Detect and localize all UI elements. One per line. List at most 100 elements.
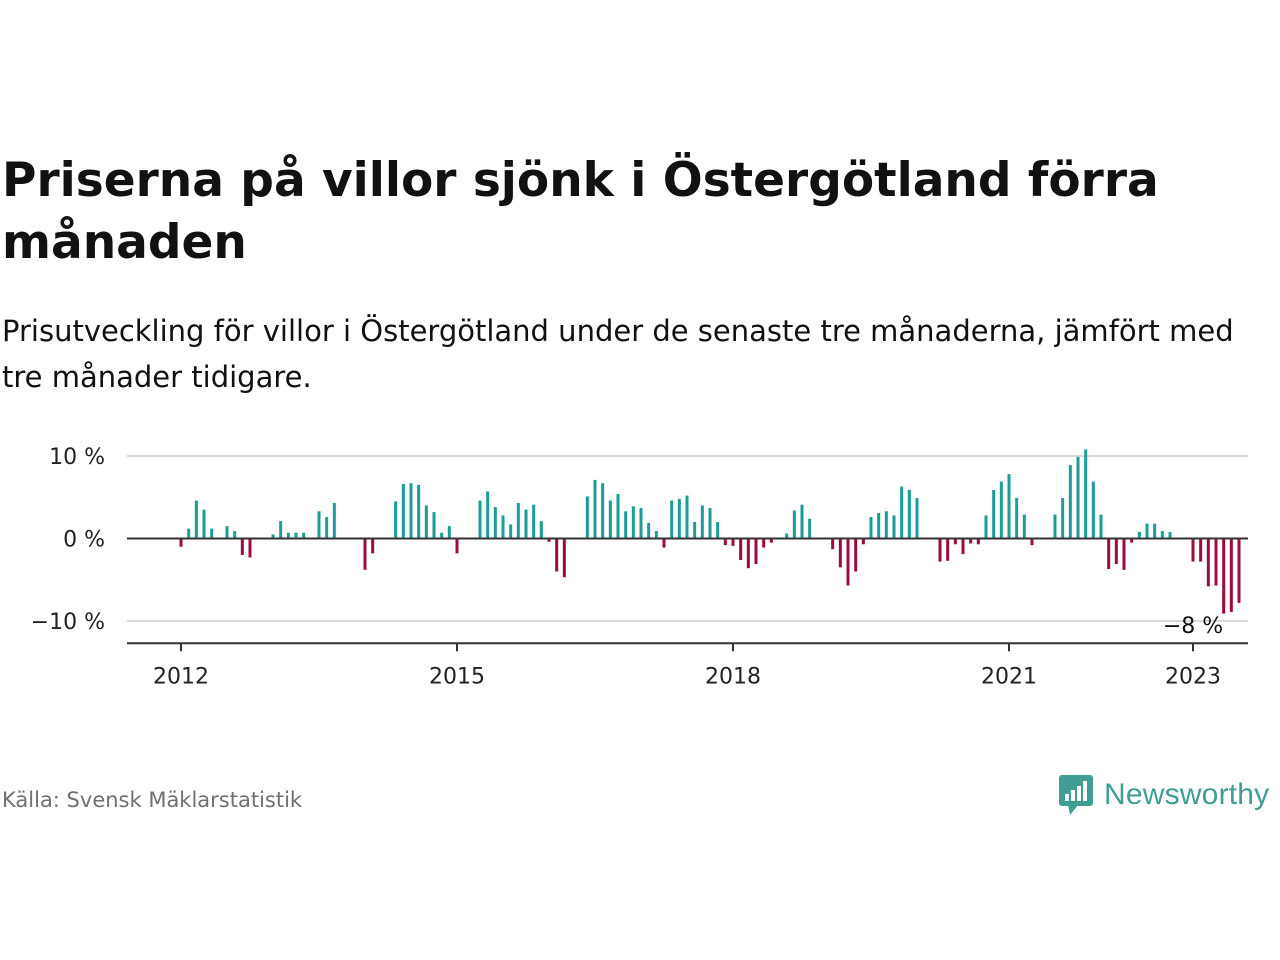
bar [302, 532, 306, 539]
bar [371, 538, 375, 554]
bar [808, 518, 812, 539]
bar [1030, 538, 1034, 546]
x-tick-label: 2015 [429, 664, 485, 689]
bar [1099, 514, 1103, 539]
bar [539, 521, 543, 539]
bar [516, 503, 520, 539]
bar [601, 483, 605, 539]
bar [754, 538, 758, 565]
bar [1076, 456, 1080, 539]
bar [1114, 538, 1118, 565]
bar [562, 538, 566, 578]
bar [647, 522, 651, 539]
bar [1015, 498, 1019, 539]
bar [999, 481, 1003, 539]
x-tick-label: 2023 [1165, 664, 1221, 689]
annotation-label: −8 % [1163, 614, 1223, 639]
bar [294, 532, 298, 539]
bar [915, 498, 919, 539]
bar [1160, 531, 1164, 539]
bar [846, 538, 850, 586]
bar [961, 538, 965, 555]
bar [700, 505, 704, 539]
bar [877, 512, 881, 539]
bar [317, 511, 321, 539]
bar [1122, 538, 1126, 570]
bar [501, 515, 505, 539]
bar [417, 484, 421, 539]
bar [938, 538, 942, 562]
bar [654, 531, 658, 539]
bar [685, 495, 689, 539]
bar [731, 538, 735, 546]
bar [976, 538, 980, 545]
bar [746, 538, 750, 569]
bar [969, 538, 973, 544]
bar [984, 515, 988, 539]
bar [739, 538, 743, 560]
bar [953, 538, 957, 545]
bar [1229, 538, 1233, 612]
bar [409, 483, 413, 539]
bar [1061, 498, 1065, 539]
bar [547, 538, 551, 542]
bar [1153, 523, 1157, 539]
bar [233, 531, 237, 539]
bar [478, 500, 482, 539]
bar [892, 515, 896, 539]
bar [585, 496, 589, 539]
bar [616, 493, 620, 539]
bar [271, 534, 275, 539]
bar [532, 504, 536, 539]
y-tick-label: 10 % [49, 445, 105, 470]
bar [493, 507, 497, 539]
bar [631, 506, 635, 539]
bar [424, 505, 428, 539]
bar [869, 517, 873, 539]
bar [785, 533, 789, 539]
bar [248, 538, 252, 558]
bar [286, 532, 290, 539]
bar [907, 489, 911, 539]
brand-logo: Newsworthy [1058, 772, 1269, 818]
bar [363, 538, 367, 570]
bar [884, 511, 888, 539]
chart-title: Priserna på villor sjönk i Östergötland … [2, 153, 1159, 270]
bar [831, 538, 835, 550]
bar [792, 510, 796, 539]
bar [524, 509, 528, 539]
bar [662, 538, 666, 548]
bar-chart: 10 % 0 % −10 % 2012 2015 2018 2021 2023 −8 % [31, 445, 1248, 689]
bar [1199, 538, 1203, 562]
bar [202, 509, 206, 539]
bar [332, 503, 336, 539]
bar [861, 538, 865, 545]
bar [946, 538, 950, 561]
bar [1022, 514, 1026, 539]
bar [1137, 531, 1141, 539]
newsworthy-logo-icon [1059, 775, 1093, 815]
bar [762, 538, 766, 548]
bar [800, 504, 804, 539]
bar [693, 522, 697, 539]
bar [1222, 538, 1226, 614]
bar [769, 538, 773, 543]
bar [194, 500, 198, 539]
bar [240, 538, 244, 555]
bar [838, 538, 842, 568]
bar [1107, 538, 1111, 570]
bar [1206, 538, 1210, 587]
bar [677, 498, 681, 539]
bar [187, 528, 191, 539]
bar [854, 538, 858, 572]
bar [608, 500, 612, 539]
bar [1168, 531, 1172, 539]
bars [179, 449, 1241, 614]
bar [992, 489, 996, 539]
bar [1068, 465, 1072, 539]
x-tick-label: 2018 [705, 664, 761, 689]
bar [555, 538, 559, 572]
bar [716, 522, 720, 539]
bar [394, 501, 398, 539]
source-note: Källa: Svensk Mäklarstatistik [2, 788, 303, 812]
